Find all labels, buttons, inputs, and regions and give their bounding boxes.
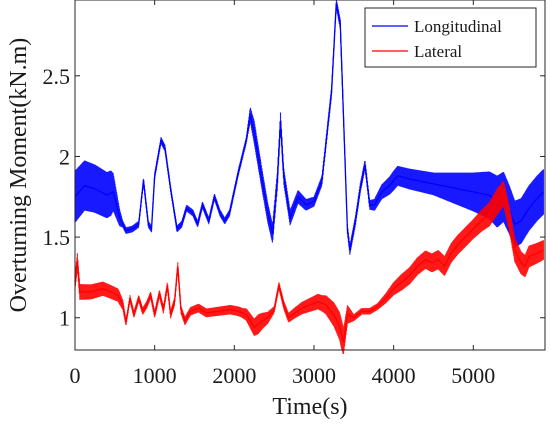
series-lateral xyxy=(74,181,544,354)
y-axis-label: Overturning Moment(kN.m) xyxy=(6,38,32,313)
x-tick-label: 1000 xyxy=(133,363,177,388)
series-line-longitudinal xyxy=(74,3,544,251)
legend-label-lateral: Lateral xyxy=(414,42,462,61)
plot-frame xyxy=(74,0,546,351)
legend-label-longitudinal: Longitudinal xyxy=(414,17,502,36)
series-line-lateral xyxy=(74,192,544,343)
series-layer xyxy=(74,0,544,354)
x-tick-label: 3000 xyxy=(292,363,336,388)
y-tick-label: 2 xyxy=(59,144,70,169)
x-tick-label: 2000 xyxy=(212,363,256,388)
x-axis-label: Time(s) xyxy=(272,394,347,420)
x-tick-label: 5000 xyxy=(451,363,495,388)
y-tick-label: 1 xyxy=(59,306,70,331)
y-tick-label: 2.5 xyxy=(43,64,71,89)
axis-ticks: 0 1000 2000 3000 4000 5000 1 1.5 2 2.5 xyxy=(43,0,545,388)
legend: Longitudinal Lateral xyxy=(364,7,537,68)
y-tick-label: 1.5 xyxy=(43,225,71,250)
x-tick-label: 0 xyxy=(70,363,81,388)
x-tick-label: 4000 xyxy=(372,363,416,388)
legend-box xyxy=(364,7,537,68)
